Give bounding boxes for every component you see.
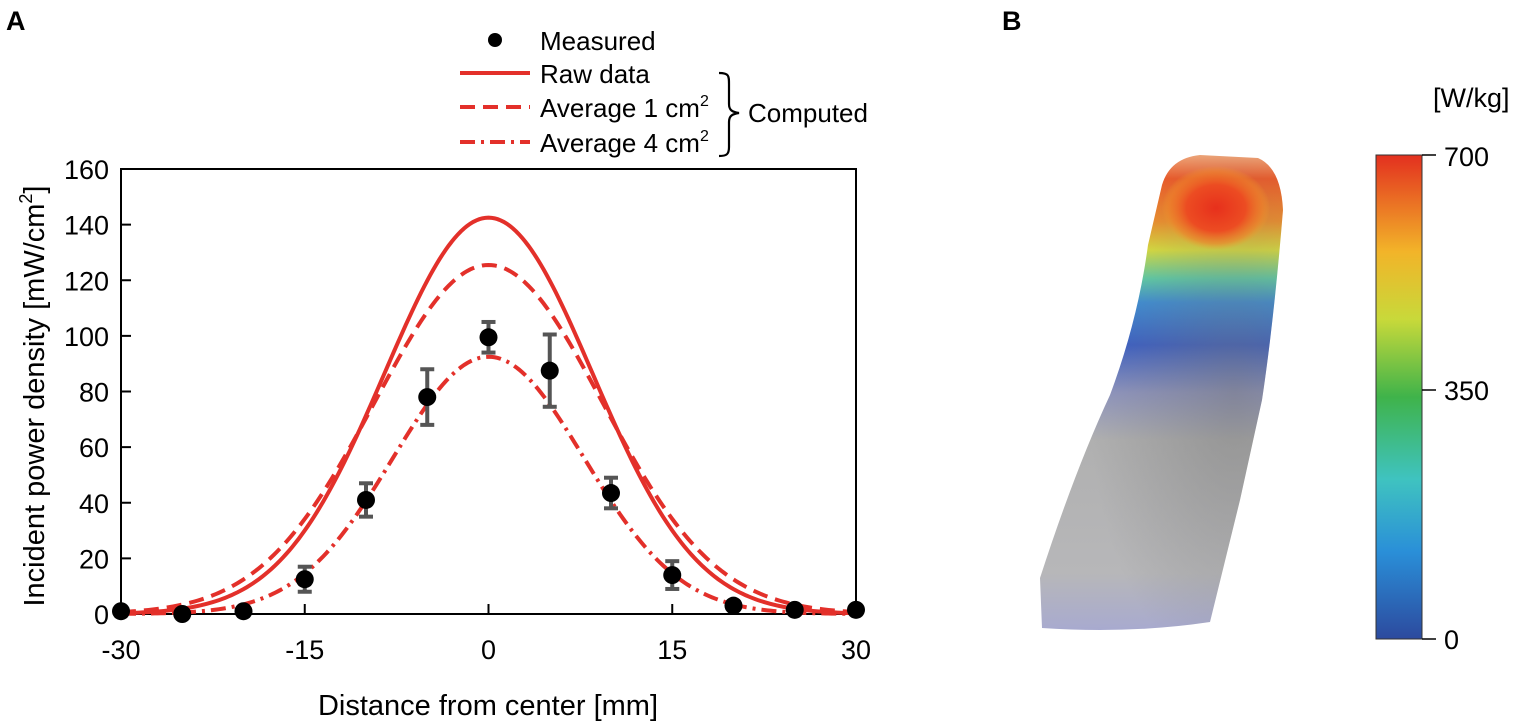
- y-tick-label: 60: [79, 433, 109, 463]
- measured-point: [173, 605, 192, 623]
- y-axis-label: Incident power density [mW/cm2]: [16, 186, 51, 607]
- legend-measured-label: Measured: [540, 26, 656, 56]
- measured-point: [418, 388, 437, 407]
- x-tick-label: 15: [657, 635, 687, 665]
- colorbar-gradient: [1375, 154, 1423, 640]
- measured-points: [112, 319, 865, 623]
- y-tick-label: 80: [79, 378, 109, 408]
- finger-sar-map: [1040, 155, 1283, 630]
- measured-point: [234, 602, 253, 621]
- measured-point: [540, 361, 559, 380]
- panel-b-letter: B: [1002, 6, 1022, 36]
- y-tick-label: 20: [79, 544, 109, 574]
- panel-a-letter: A: [6, 6, 26, 36]
- colorbar-label-min: 0: [1444, 625, 1459, 655]
- y-tick-label: 0: [94, 600, 109, 630]
- colorbar-unit: [W/kg]: [1433, 83, 1510, 113]
- x-tick-label: -15: [285, 635, 324, 665]
- y-axis: 0 20 40 60 80 100 120 140 160: [64, 155, 131, 630]
- x-tick-label: 30: [841, 635, 871, 665]
- raw-data-curve: [120, 215, 857, 616]
- measured-point: [112, 602, 130, 621]
- colorbar-label-mid: 350: [1444, 376, 1489, 406]
- y-tick-label: 100: [64, 322, 109, 352]
- x-axis-label: Distance from center [mm]: [318, 690, 658, 722]
- y-tick-label: 40: [79, 489, 109, 519]
- legend-avg4-label: Average 4 cm2: [540, 128, 709, 158]
- legend-raw-label: Raw data: [540, 59, 650, 89]
- measured-point: [295, 570, 314, 589]
- x-tick-label: 0: [481, 635, 496, 665]
- colorbar-label-max: 700: [1444, 142, 1489, 172]
- average-4cm2-curve: [120, 354, 857, 616]
- computed-brace: [718, 71, 740, 158]
- y-tick-label: 160: [64, 155, 109, 185]
- measured-point: [602, 484, 620, 503]
- measured-point: [847, 600, 865, 619]
- y-tick-label: 120: [64, 266, 109, 296]
- legend: Measured Raw data Average 1 cm2 Average …: [460, 26, 868, 158]
- computed-curves: [120, 215, 857, 616]
- x-tick-label: -30: [101, 635, 140, 665]
- average-1cm2-curve: [120, 262, 857, 615]
- chart-a: 0 20 40 60 80 100 120 140 160 -30 -15 0 15 30 Distan…: [16, 155, 871, 722]
- finger-shading: [1040, 155, 1283, 630]
- legend-measured-marker: [488, 33, 502, 47]
- measured-point: [785, 600, 804, 619]
- colorbar: [W/kg] 700 350 0: [1375, 83, 1510, 655]
- measured-point: [724, 596, 743, 615]
- sar-hotspot: [1162, 166, 1270, 250]
- measured-point: [479, 328, 498, 347]
- measured-point: [663, 566, 682, 585]
- measured-point: [357, 490, 375, 509]
- legend-computed-label: Computed: [748, 98, 868, 128]
- legend-avg1-label: Average 1 cm2: [540, 93, 709, 123]
- plot-frame: [120, 168, 857, 615]
- y-tick-label: 140: [64, 211, 109, 241]
